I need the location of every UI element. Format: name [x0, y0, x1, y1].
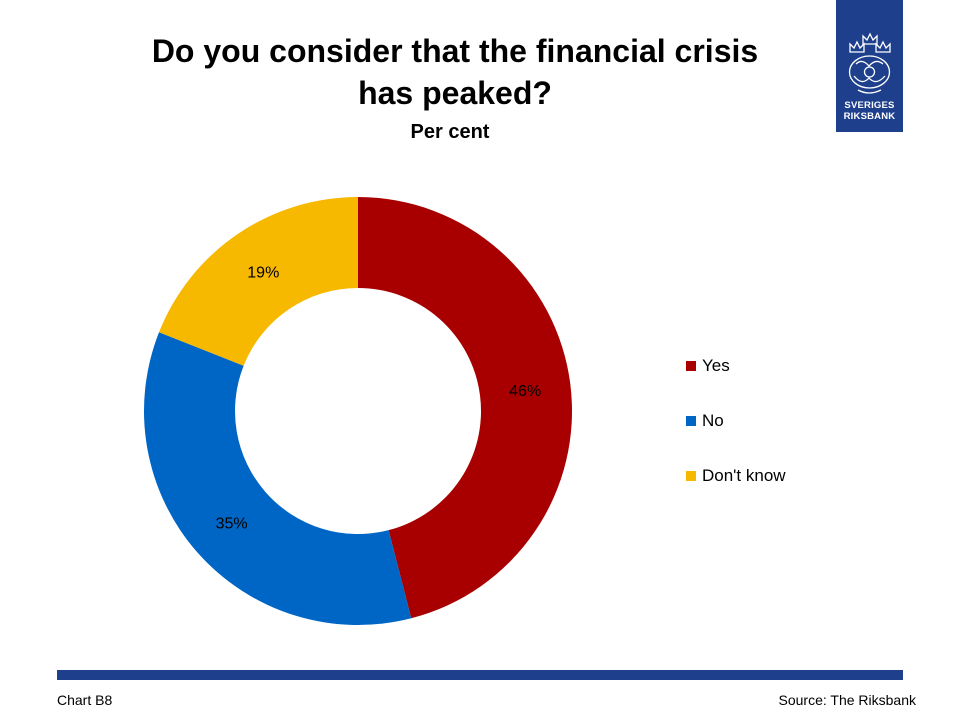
chart-number: Chart B8 — [57, 692, 113, 708]
legend-item-don-t-know: Don't know — [686, 465, 786, 487]
chart-title-line-2: has peaked? — [358, 75, 552, 111]
legend-item-no: No — [686, 410, 724, 432]
chart-title: Do you consider that the financial crisi… — [60, 30, 850, 114]
data-label-don-t-know: 19% — [247, 265, 279, 282]
chart-subtitle: Per cent — [410, 121, 490, 143]
data-label-yes: 46% — [509, 383, 541, 400]
legend-label-no: No — [702, 411, 724, 430]
legend-swatch-yes — [686, 360, 696, 371]
data-label-no: 35% — [216, 515, 248, 532]
legend-item-yes: Yes — [686, 355, 730, 377]
logo-text-line-1: SVERIGES — [844, 100, 895, 111]
crown-emblem-icon — [848, 32, 891, 94]
riksbank-logo: SVERIGES RIKSBANK — [836, 0, 903, 132]
logo-text-line-2: RIKSBANK — [843, 111, 896, 122]
legend-swatch-no — [686, 415, 696, 426]
footer-bar — [57, 670, 903, 680]
legend-swatch-don-t-know — [686, 470, 696, 481]
source-note: Source: The Riksbank — [778, 692, 916, 708]
donut-slice-yes — [358, 197, 572, 619]
legend-label-don-t-know: Don't know — [702, 466, 786, 485]
donut-slice-no — [144, 332, 412, 625]
chart-title-line-1: Do you consider that the financial crisi… — [151, 33, 759, 69]
donut-slice-don-t-know — [159, 197, 358, 366]
legend-label-yes: Yes — [702, 356, 730, 375]
